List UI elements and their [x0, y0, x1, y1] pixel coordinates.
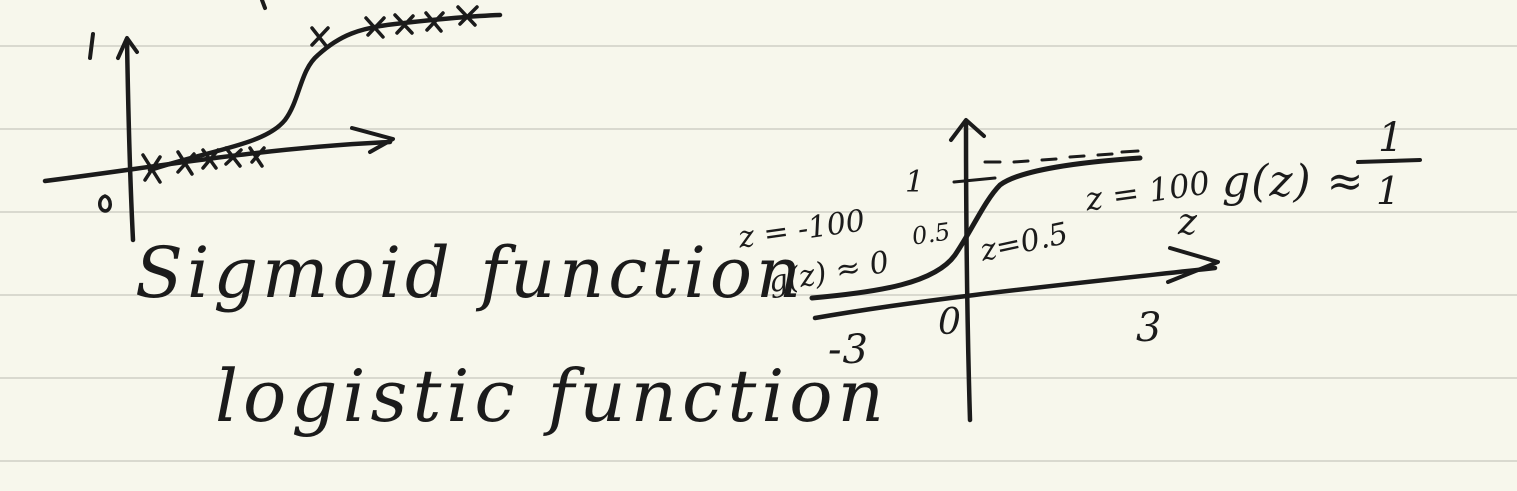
right-y-tick-line — [952, 176, 997, 184]
right-asymptote-dashes — [983, 149, 1140, 164]
right-y-axis — [963, 119, 973, 423]
right-y-tick-label: 1 — [905, 165, 926, 200]
tick-label-neg-three: -3 — [828, 327, 869, 373]
left-sigmoid-curve — [147, 12, 503, 173]
left-y-tick-one — [88, 32, 95, 60]
right-x-axis — [812, 265, 1218, 321]
heading-logistic-function: logistic function — [215, 354, 890, 438]
left-y-arrowhead — [116, 36, 139, 60]
annotation-midpoint: 0.5 — [910, 217, 952, 251]
tick-label-zero: 0 — [938, 302, 962, 343]
right-sketch-axes — [812, 118, 1220, 423]
left-x-arrowhead — [350, 126, 395, 154]
tick-label-three: 3 — [1136, 305, 1163, 351]
right-x-arrowhead — [1166, 246, 1220, 284]
heading-sigmoid-function: Sigmoid function — [135, 232, 806, 314]
fraction-denominator: 1 — [1376, 169, 1402, 213]
x-axis-label-z: z — [1178, 202, 1198, 243]
left-data-marks — [141, 5, 479, 184]
right-fraction-bar — [1356, 158, 1422, 164]
annotation-pos-g: g(z) ≈ — [1222, 156, 1365, 207]
left-origin-zero — [98, 194, 112, 213]
right-y-arrowhead — [949, 118, 986, 142]
stray-stroke — [260, 0, 267, 10]
right-sigmoid-curve — [809, 155, 1143, 301]
fraction-numerator: 1 — [1378, 115, 1405, 161]
left-y-axis — [124, 37, 136, 243]
left-x-axis — [42, 139, 393, 184]
